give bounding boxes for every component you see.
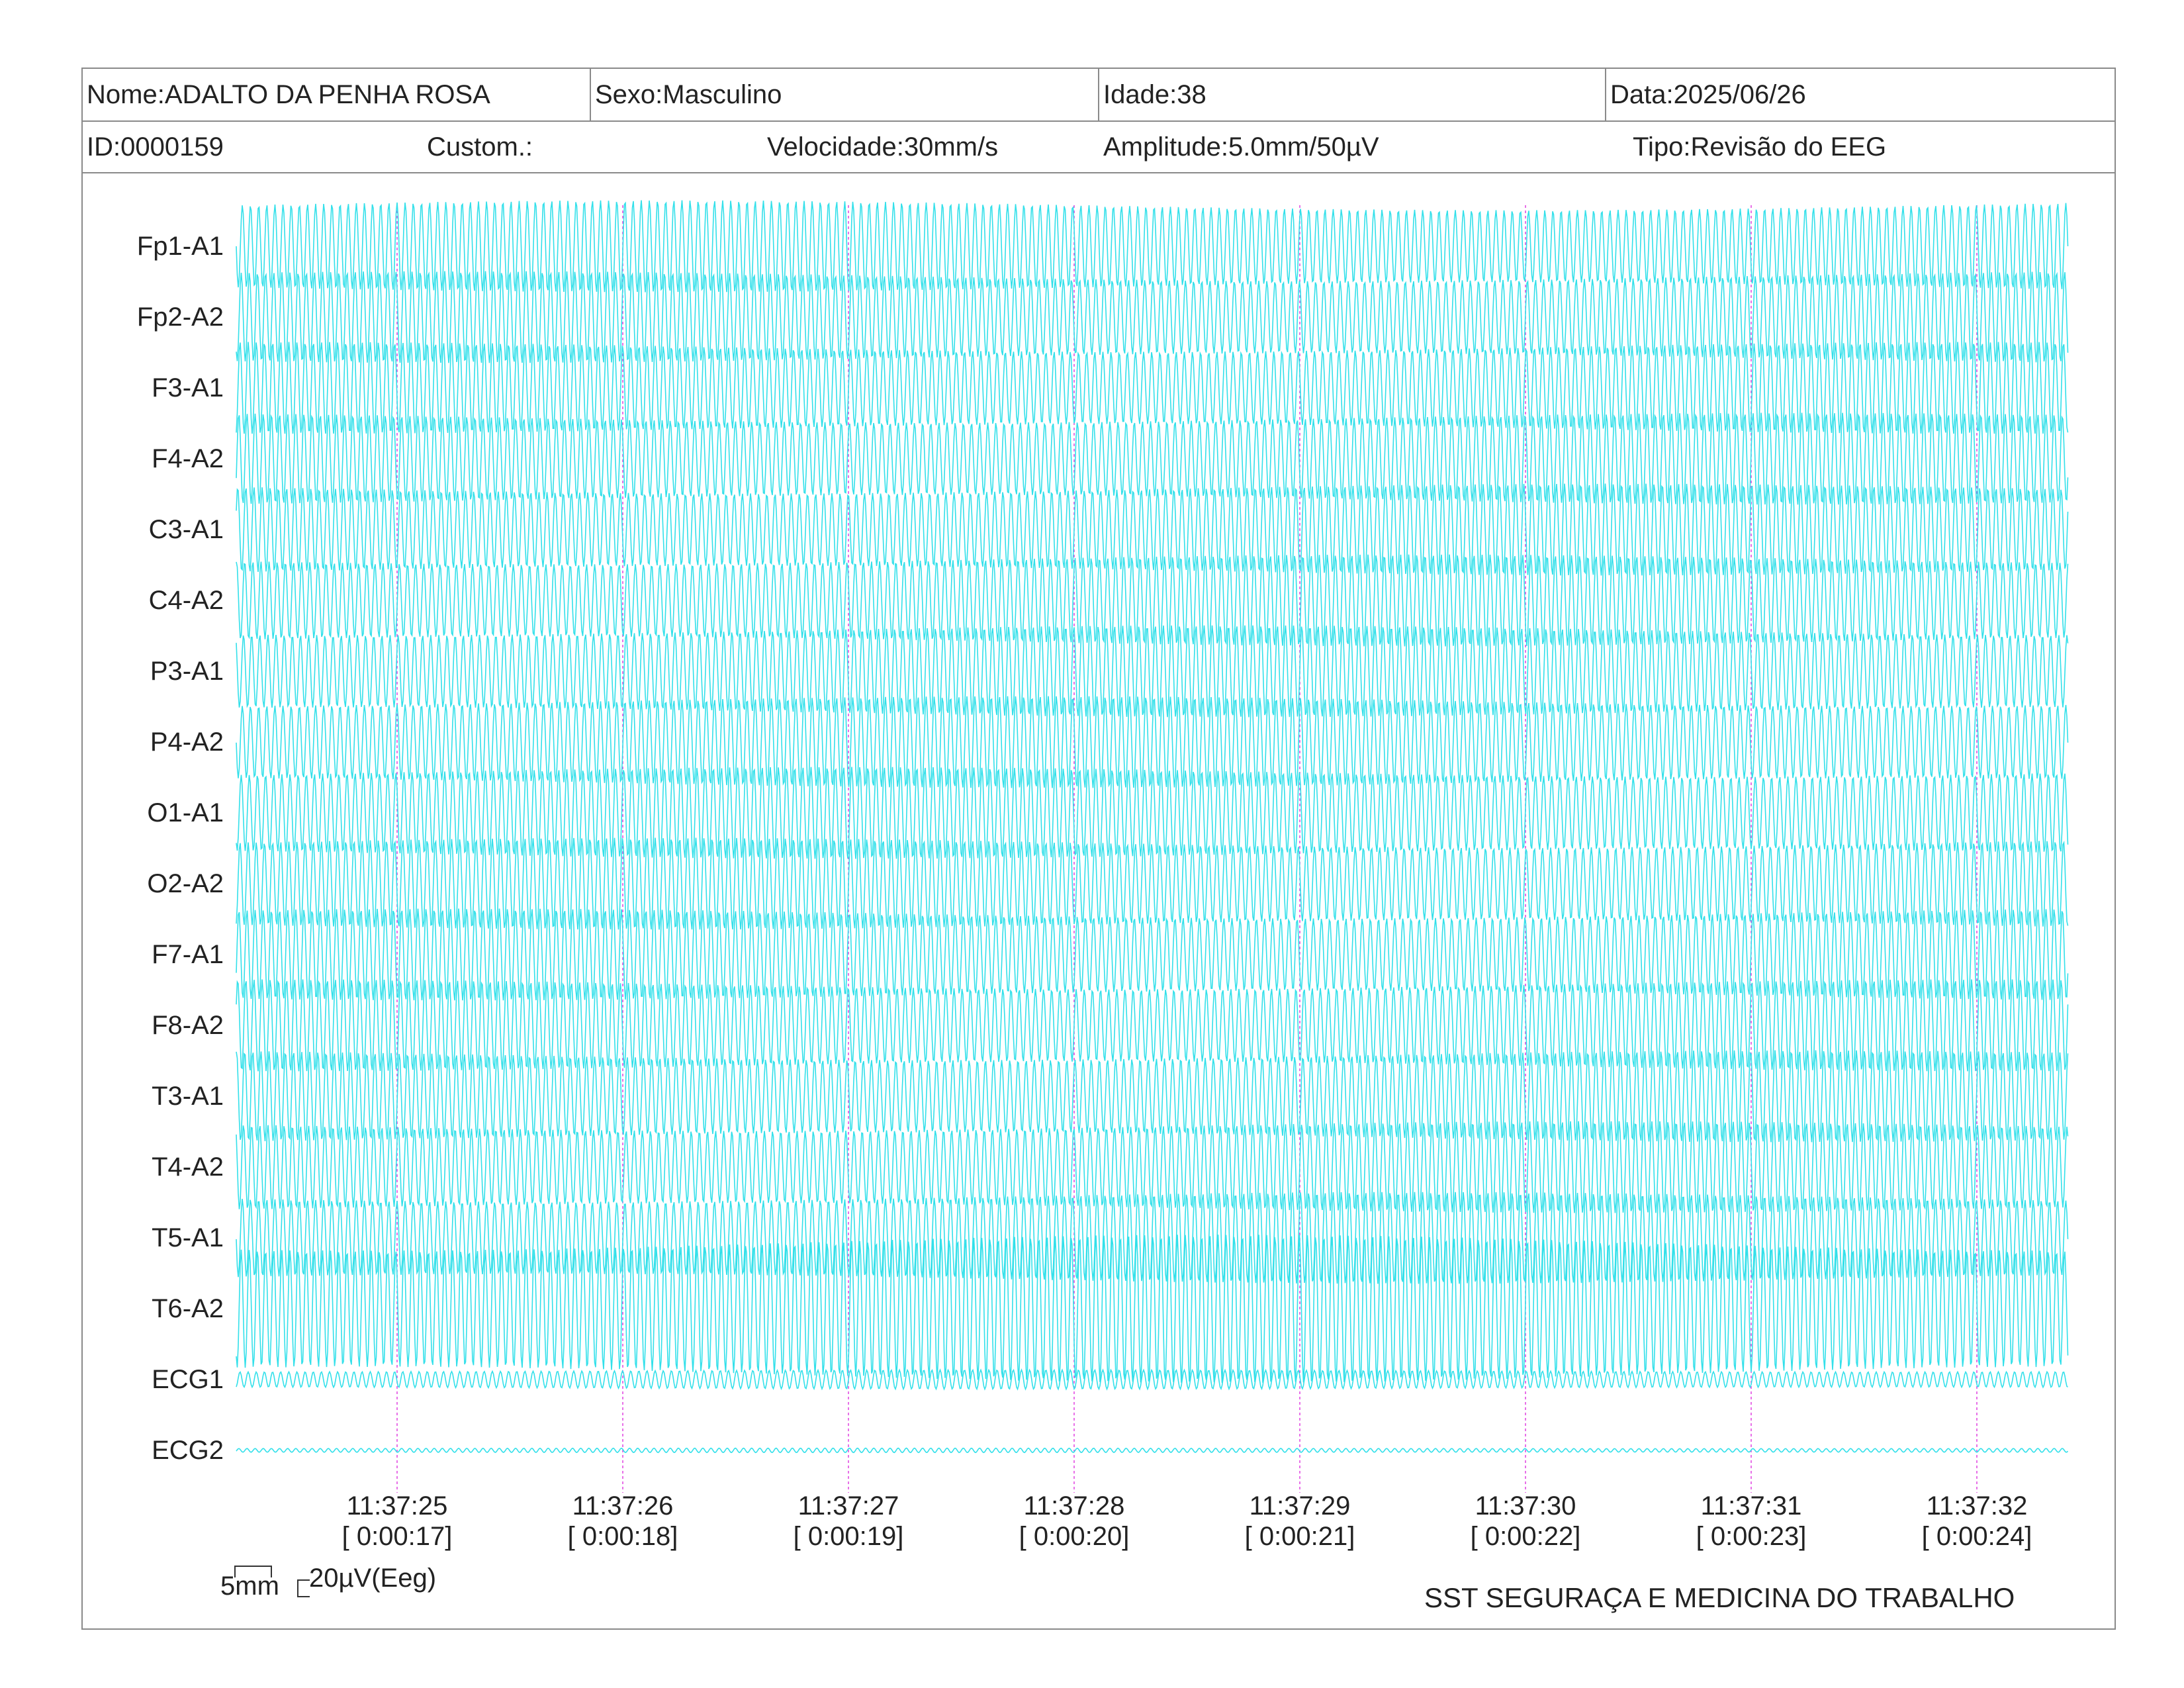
time-elapsed: [ 0:00:20] <box>1019 1522 1130 1551</box>
exam-id: ID:0000159 <box>87 132 224 162</box>
review-type: Tipo:Revisão do EEG <box>1633 132 1887 162</box>
trace-c4-a2 <box>236 554 2069 647</box>
trace-f4-a2 <box>236 412 2069 505</box>
time-marker-label: 11:37:30[ 0:00:22] <box>1446 1491 1605 1552</box>
trace-fp2-a2 <box>236 271 2069 363</box>
trace-o2-a2 <box>236 837 2069 930</box>
channel-label-f3-a1: F3-A1 <box>152 373 224 402</box>
scale-time-label: 5mm <box>220 1571 279 1601</box>
trace-t6-a2 <box>236 1235 2069 1383</box>
time-marker-label: 11:37:27[ 0:00:19] <box>769 1491 928 1552</box>
custom-field: Custom.: <box>427 132 533 162</box>
time-clock: 11:37:32 <box>1926 1491 2028 1521</box>
time-elapsed: [ 0:00:22] <box>1470 1522 1581 1551</box>
time-marker-label: 11:37:29[ 0:00:21] <box>1220 1491 1379 1552</box>
trace-f8-a2 <box>236 979 2069 1072</box>
channel-label-c3-a1: C3-A1 <box>148 515 224 544</box>
trace-c3-a1 <box>236 483 2069 576</box>
speed-setting: Velocidade:30mm/s <box>767 132 999 162</box>
channel-label-c4-a2: C4-A2 <box>148 586 224 615</box>
time-clock: 11:37:26 <box>572 1491 674 1521</box>
channel-label-o1-a1: O1-A1 <box>147 798 224 827</box>
trace-f3-a1 <box>236 342 2069 434</box>
exam-date: Data:2025/06/26 <box>1605 69 2115 120</box>
patient-name: Nome:ADALTO DA PENHA ROSA <box>87 80 490 109</box>
channel-label-t5-a1: T5-A1 <box>152 1223 224 1252</box>
amplitude-setting: Amplitude:5.0mm/50µV <box>1103 132 1379 162</box>
footer-clinic-name: SST SEGURAÇA E MEDICINA DO TRABALHO <box>1424 1582 2015 1613</box>
time-calibration-bracket <box>234 1566 272 1577</box>
time-elapsed: [ 0:00:21] <box>1244 1522 1355 1551</box>
time-clock: 11:37:28 <box>1023 1491 1125 1521</box>
channel-label-t6-a2: T6-A2 <box>152 1294 224 1323</box>
patient-age: Idade:38 <box>1098 69 1605 120</box>
trace-ecg2 <box>236 1447 2069 1454</box>
time-clock: 11:37:27 <box>797 1491 899 1521</box>
time-marker-label: 11:37:26[ 0:00:18] <box>543 1491 702 1552</box>
time-marker-label: 11:37:28[ 0:00:20] <box>995 1491 1154 1552</box>
channel-label-fp1-a1: Fp1-A1 <box>136 232 224 261</box>
channel-label-p3-a1: P3-A1 <box>150 657 224 686</box>
channel-label-f8-a2: F8-A2 <box>152 1011 224 1040</box>
trace-p3-a1 <box>236 625 2069 718</box>
trace-t3-a1 <box>236 1050 2069 1143</box>
channel-label-fp2-a2: Fp2-A2 <box>136 303 224 332</box>
time-clock: 11:37:30 <box>1475 1491 1576 1521</box>
time-marker-label: 11:37:31[ 0:00:23] <box>1672 1491 1831 1552</box>
channel-label-p4-a2: P4-A2 <box>150 727 224 757</box>
header-row-patient: Nome:ADALTO DA PENHA ROSA Sexo:Masculino… <box>83 69 2115 122</box>
time-clock: 11:37:31 <box>1700 1491 1802 1521</box>
trace-t5-a1 <box>236 1192 2069 1284</box>
eeg-report-page: Nome:ADALTO DA PENHA ROSA Sexo:Masculino… <box>81 68 2116 1630</box>
trace-t4-a2 <box>236 1121 2069 1213</box>
channel-label-f4-a2: F4-A2 <box>152 444 224 473</box>
channel-label-o2-a2: O2-A2 <box>147 869 224 898</box>
header-row-settings: ID:0000159 Custom.: Velocidade:30mm/s Am… <box>83 122 2115 173</box>
time-elapsed: [ 0:00:18] <box>567 1522 678 1551</box>
trace-ecg1 <box>236 1368 2068 1391</box>
time-elapsed: [ 0:00:17] <box>341 1522 453 1551</box>
time-elapsed: [ 0:00:23] <box>1696 1522 1807 1551</box>
trace-o1-a1 <box>236 767 2069 859</box>
patient-sex: Sexo:Masculino <box>590 69 1098 120</box>
channel-label-f7-a1: F7-A1 <box>152 940 224 969</box>
channel-label-ecg1: ECG1 <box>152 1365 224 1394</box>
trace-fp1-a1 <box>236 200 2069 293</box>
time-elapsed: [ 0:00:19] <box>793 1522 904 1551</box>
channel-label-t3-a1: T3-A1 <box>152 1082 224 1111</box>
channel-label-t4-a2: T4-A2 <box>152 1152 224 1182</box>
trace-p4-a2 <box>236 696 2069 788</box>
scale-amplitude-label: 20µV(Eeg) <box>309 1564 437 1593</box>
amplitude-calibration-bracket <box>297 1579 310 1597</box>
channel-label-ecg2: ECG2 <box>152 1436 224 1465</box>
time-marker-label: 11:37:25[ 0:00:17] <box>318 1491 477 1552</box>
time-elapsed: [ 0:00:24] <box>1921 1522 2032 1551</box>
time-clock: 11:37:25 <box>346 1491 448 1521</box>
time-clock: 11:37:29 <box>1249 1491 1351 1521</box>
trace-f7-a1 <box>236 908 2069 1001</box>
time-marker-label: 11:37:32[ 0:00:24] <box>1897 1491 2056 1552</box>
